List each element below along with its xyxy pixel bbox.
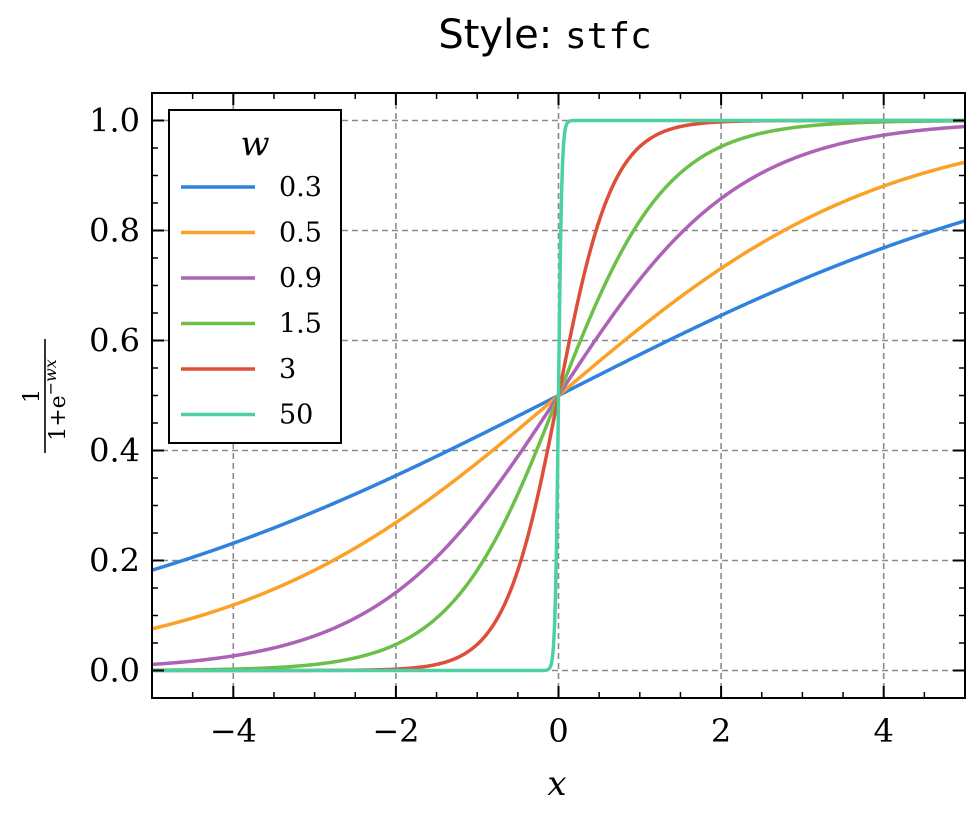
y-tick-label: 0.6 [89, 322, 140, 360]
y-axis-label-denominator-base: 1+e [46, 395, 71, 440]
legend-label: 0.3 [279, 172, 322, 203]
legend-title: w [240, 124, 269, 164]
y-tick-label: 0.8 [89, 212, 140, 250]
legend-label: 0.5 [279, 218, 322, 249]
y-tick-label: 0.2 [89, 542, 140, 580]
legend-label: 1.5 [279, 309, 322, 340]
y-tick-label: 0.4 [89, 432, 140, 470]
x-tick-label: 0 [548, 712, 568, 750]
tick-labels: −4 −2 0 2 4 0.0 0.2 0.4 0.6 0.8 1.0 [89, 102, 894, 751]
y-axis-label-exponent: −wx [41, 359, 60, 395]
chart-title-prefix: Style: [438, 12, 565, 58]
y-tick-label: 1.0 [89, 102, 140, 140]
y-axis-label-numerator: 1 [20, 389, 45, 403]
series-lines [151, 118, 966, 673]
x-tick-label: 4 [874, 712, 894, 750]
x-tick-label: −4 [210, 712, 257, 750]
y-tick-label: 0.0 [89, 652, 140, 690]
x-tick-label: 2 [711, 712, 731, 750]
x-tick-label: −2 [372, 712, 419, 750]
x-axis-label: x [547, 764, 566, 804]
legend-label: 3 [279, 354, 296, 385]
y-axis-label-denominator: 1+e−wx [41, 359, 71, 441]
legend: w 0.3 0.5 0.9 1.5 3 50 [168, 109, 342, 444]
legend-entries: 0.3 0.5 0.9 1.5 3 50 [181, 172, 322, 431]
chart-title: Style: stfc [438, 12, 651, 58]
legend-label: 0.9 [279, 263, 322, 294]
plot-frame [151, 92, 966, 699]
series-line-w-50 [151, 118, 966, 673]
chart-title-code: stfc [565, 16, 652, 57]
y-axis-label: 1 1+e−wx [20, 339, 71, 453]
legend-label: 50 [279, 400, 313, 431]
